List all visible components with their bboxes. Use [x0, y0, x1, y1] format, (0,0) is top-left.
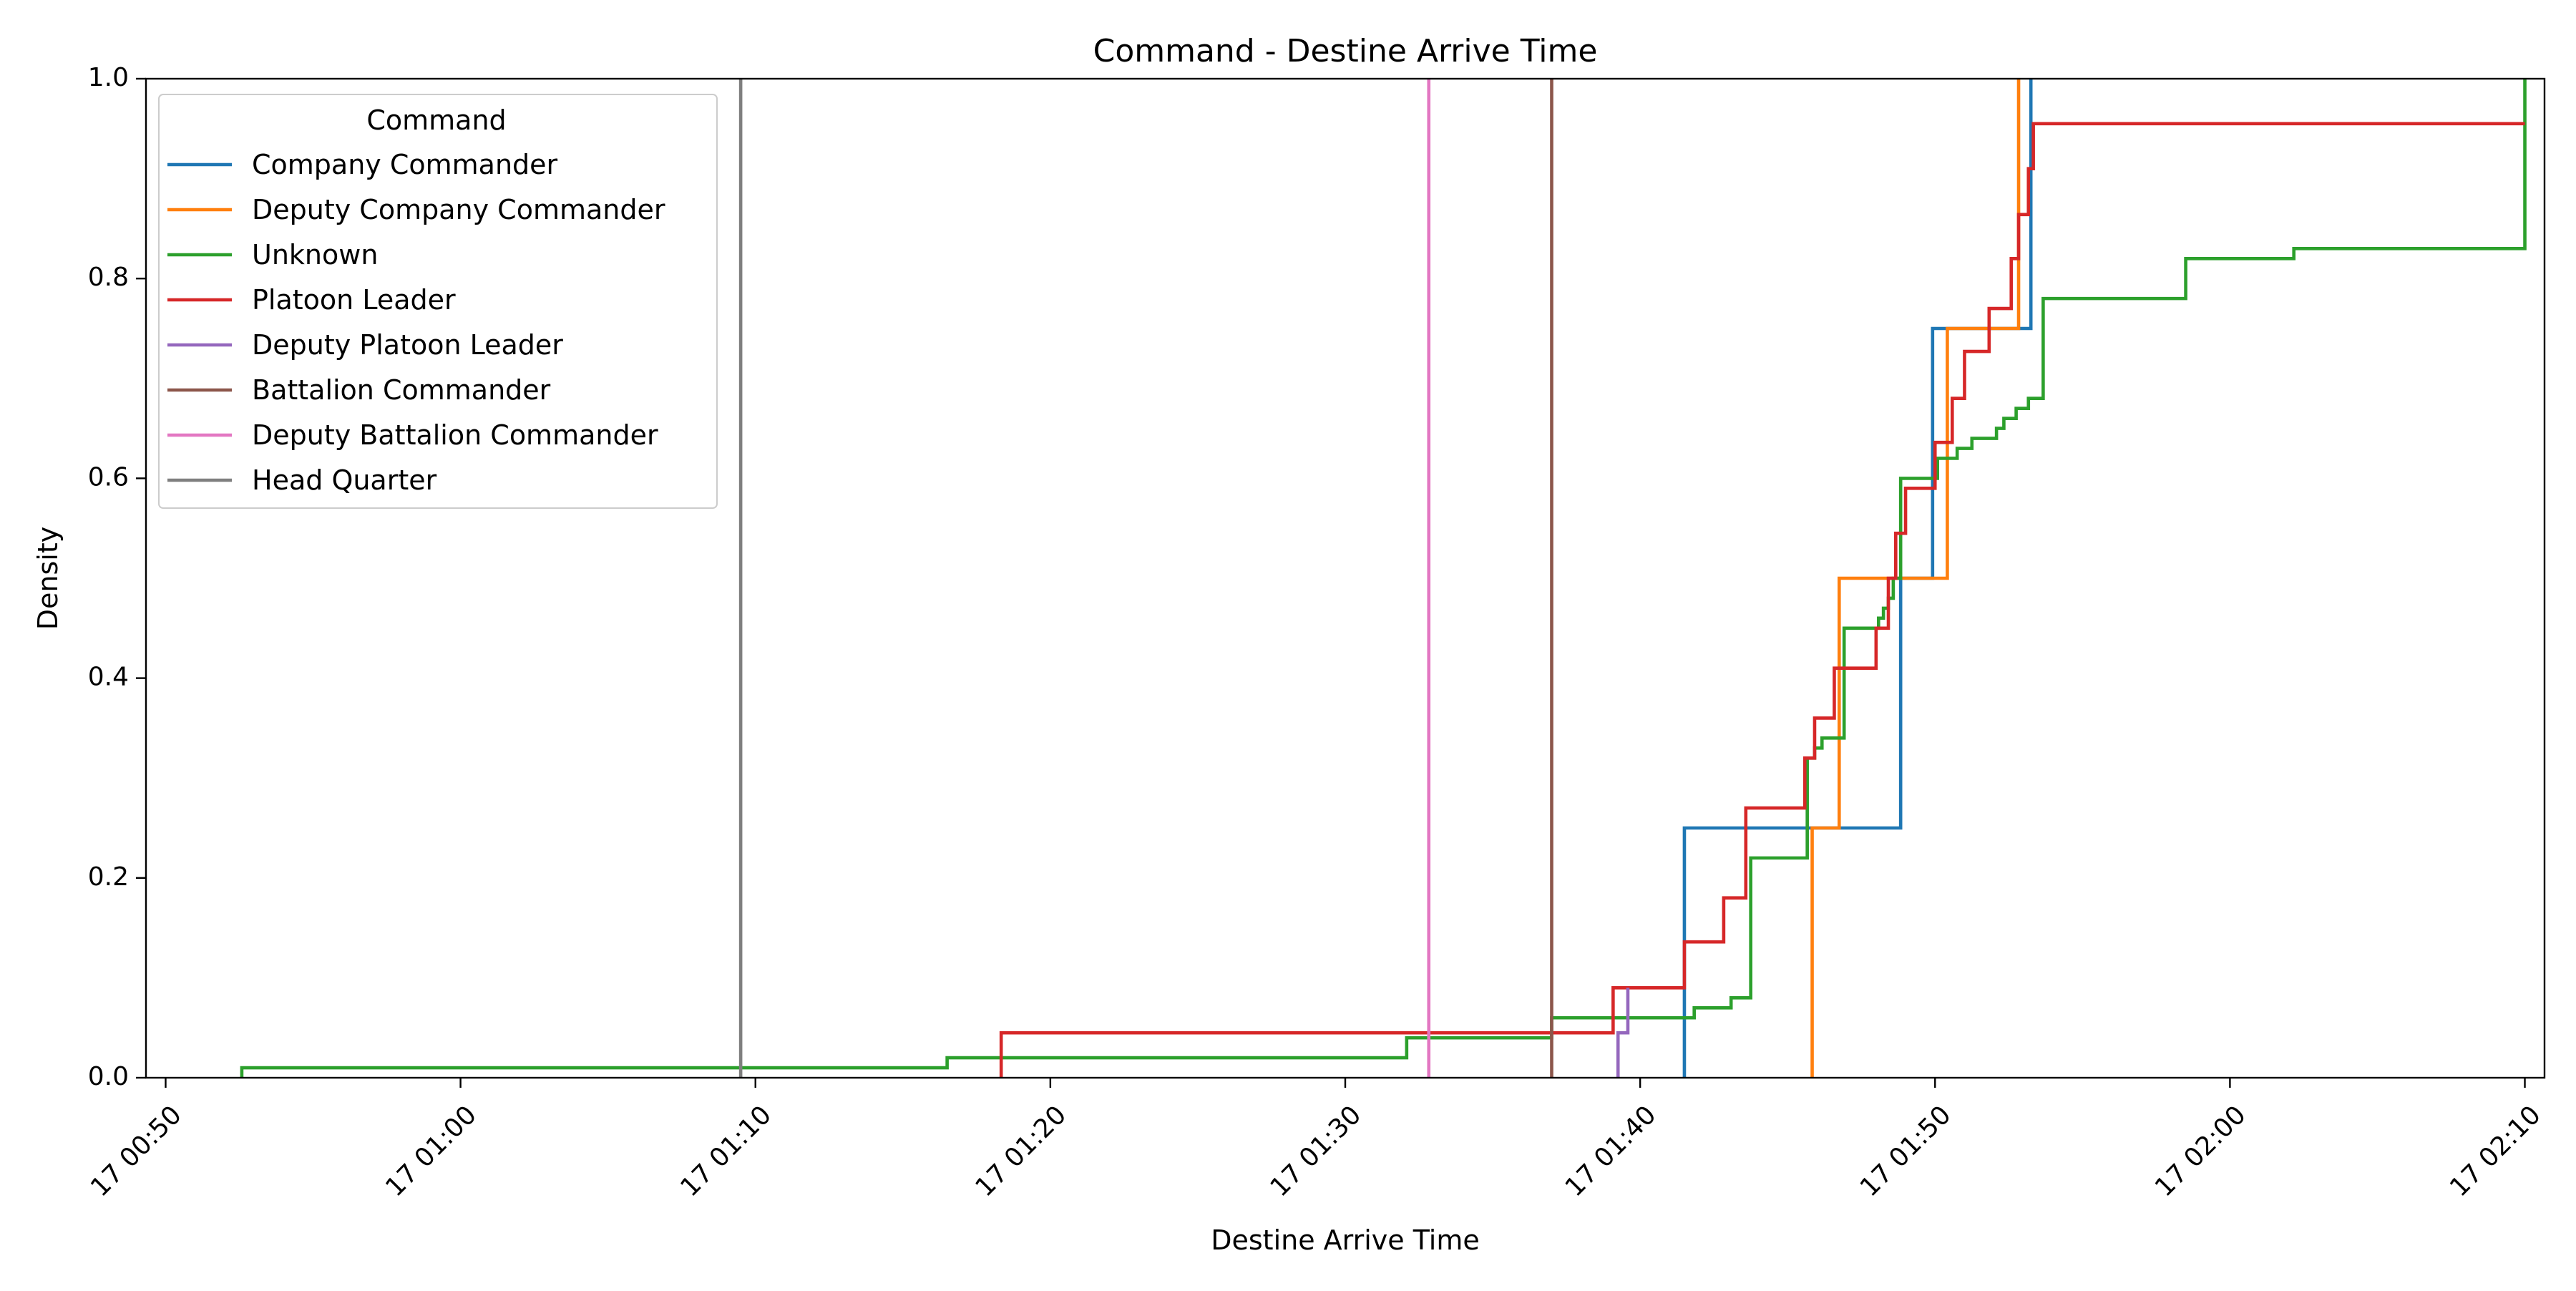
legend: Command Company Commander Deputy Company …	[158, 94, 718, 509]
x-axis-label: Destine Arrive Time	[1211, 1224, 1480, 1256]
series-platoon-leader	[999, 122, 2525, 1078]
y-axis-label: Density	[32, 527, 64, 630]
y-tick-label: 1.0	[88, 63, 129, 92]
series-deputy-platoon-leader	[1616, 988, 1630, 1078]
legend-label: Battalion Commander	[252, 374, 551, 406]
legend-entry: Platoon Leader	[167, 284, 456, 316]
legend-label: Deputy Battalion Commander	[252, 419, 658, 451]
legend-label: Unknown	[252, 239, 378, 271]
y-tick-label: 0.4	[88, 663, 129, 692]
series-layer	[240, 79, 2527, 1078]
y-axis-ticks: 0.0 0.2 0.4 0.6 0.8 1.0	[88, 63, 146, 1091]
legend-label: Deputy Company Commander	[252, 194, 665, 225]
legend-label: Deputy Platoon Leader	[252, 329, 563, 361]
chart-title: Command - Destine Arrive Time	[1093, 33, 1598, 69]
legend-entry: Deputy Company Commander	[167, 194, 665, 225]
legend-entry: Unknown	[167, 239, 378, 271]
y-tick-label: 0.8	[88, 263, 129, 292]
legend-label: Head Quarter	[252, 464, 437, 496]
y-tick-label: 0.6	[88, 462, 129, 492]
legend-entry: Head Quarter	[167, 464, 437, 496]
legend-entry: Deputy Platoon Leader	[167, 329, 563, 361]
legend-entry: Deputy Battalion Commander	[167, 419, 658, 451]
legend-entries: Company Commander Deputy Company Commande…	[167, 149, 665, 496]
legend-entry: Company Commander	[167, 149, 558, 180]
legend-entry: Battalion Commander	[167, 374, 551, 406]
legend-title: Command	[366, 104, 506, 136]
legend-box	[158, 94, 718, 509]
y-tick-label: 0.0	[88, 1062, 129, 1091]
y-tick-label: 0.2	[88, 862, 129, 892]
legend-label: Company Commander	[252, 149, 558, 180]
legend-label: Platoon Leader	[252, 284, 456, 316]
